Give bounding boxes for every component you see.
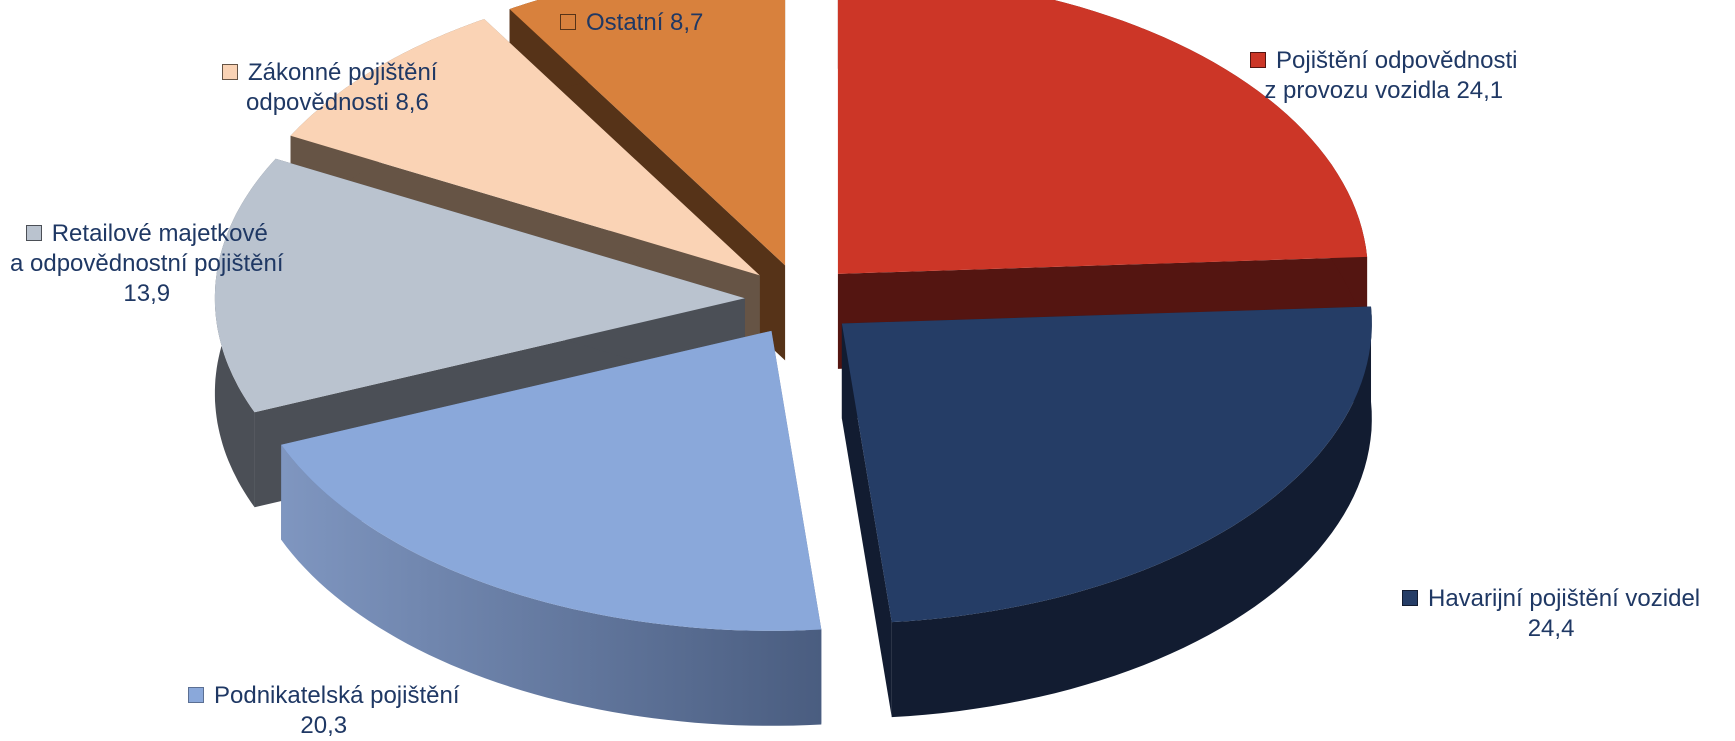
slice-label-other: Ostatní 8,7 (560, 8, 703, 38)
legend-swatch (25, 224, 42, 241)
slice-label-text: Retailové majetkové (51, 220, 268, 247)
slice-retail (214, 158, 745, 413)
slice-label-line: Retailové majetkové (10, 219, 284, 249)
slice-label-motor-casco: Havarijní pojištění vozidel 24,4 (1402, 584, 1700, 644)
slice-label-text: 24,4 (1527, 615, 1575, 642)
slice-side-motor-casco (841, 323, 892, 718)
slice-label-text: odpovědnosti 8,6 (246, 89, 429, 116)
slice-statutory-liability (290, 19, 760, 276)
slice-label-text: Zákonné pojištění (248, 59, 438, 86)
slice-label-motor-liability: Pojištění odpovědnosti z provozu vozidla… (1250, 46, 1518, 106)
slice-motor-liability (837, 0, 1368, 274)
slice-label-retail: Retailové majetkové a odpovědnostní poji… (10, 219, 284, 309)
slice-label-line: Pojištění odpovědnosti (1250, 46, 1518, 76)
slice-label-text: Podnikatelská pojištění (214, 682, 460, 709)
slice-motor-casco (841, 306, 1372, 623)
slice-label-text: Pojištění odpovědnosti (1276, 47, 1518, 74)
slice-wall-business (281, 444, 822, 726)
slice-label-text: 13,9 (123, 280, 171, 307)
legend-swatch (1250, 51, 1266, 68)
slice-label-text: Havarijní pojištění vozidel (1428, 585, 1701, 612)
legend-swatch (560, 13, 576, 30)
slice-label-line: Havarijní pojištění vozidel (1402, 584, 1700, 614)
legend-swatch (1402, 589, 1418, 606)
slice-label-text: a odpovědnostní pojištění (10, 250, 284, 277)
slice-tops-layer (214, 0, 1372, 631)
slice-label-text: 20,3 (300, 712, 348, 739)
slice-label-line: Ostatní 8,7 (560, 8, 703, 38)
slice-wall-motor-casco (891, 306, 1372, 718)
slice-label-line: Zákonné pojištění (222, 58, 437, 88)
slice-other (509, 0, 786, 266)
slice-business (281, 330, 822, 631)
slice-label-text: Ostatní 8,7 (586, 9, 704, 36)
slice-label-statutory-liability: Zákonné pojištění odpovědnosti 8,6 (222, 58, 437, 118)
legend-swatch (188, 686, 204, 703)
legend-swatch (222, 63, 238, 80)
slice-label-text: z provozu vozidla 24,1 (1264, 77, 1504, 104)
slice-label-line: Podnikatelská pojištění (188, 681, 459, 711)
slice-label-business: Podnikatelská pojištění 20,3 (188, 681, 459, 741)
